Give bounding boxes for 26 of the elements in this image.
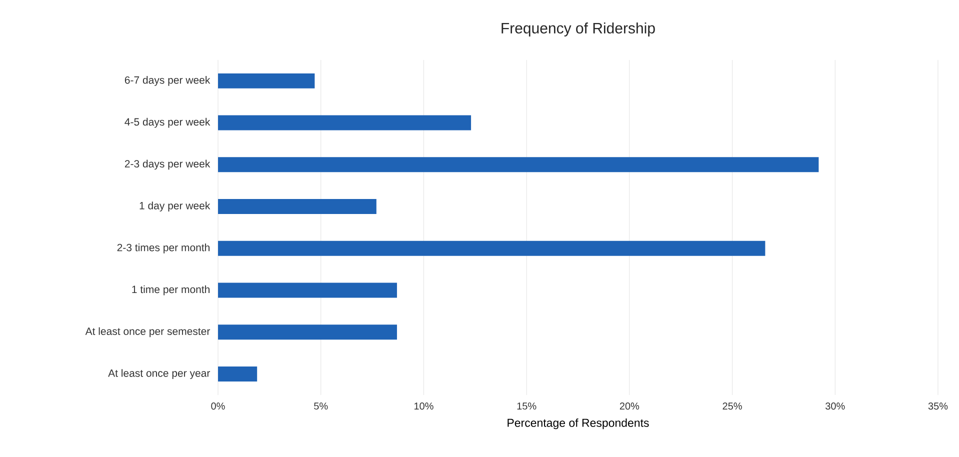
bar [218,199,376,214]
x-tick-label: 20% [620,402,640,410]
y-tick-label: 2-3 days per week [124,160,210,170]
x-tick-label: 15% [517,402,536,410]
chart-title: Frequency of Ridership [502,22,655,36]
bar [218,324,397,340]
y-tick-label: 1 time per month [132,285,210,296]
x-tick-label: 35% [928,402,948,410]
bar [218,282,397,298]
x-tick-label: 30% [826,402,845,410]
y-tick-label: 6-7 days per week [124,76,210,86]
y-tick-label: At least once per semester [85,327,210,338]
bar [218,240,766,256]
x-tick-label: 5% [314,402,328,410]
y-tick-label: 1 day per week [140,202,210,212]
x-axis-title: Percentage of Respondents [508,418,649,430]
x-tick-label: 0% [211,402,225,410]
x-tick-label: 10% [414,402,434,410]
y-tick-label: 4-5 days per week [124,118,210,128]
bar [218,73,315,88]
y-tick-label: At least once per year [108,369,210,379]
x-tick-label: 25% [722,402,742,410]
y-tick-label: 2-3 times per month [117,244,210,254]
bar [218,366,258,382]
bar [218,157,819,172]
bar [218,115,472,130]
